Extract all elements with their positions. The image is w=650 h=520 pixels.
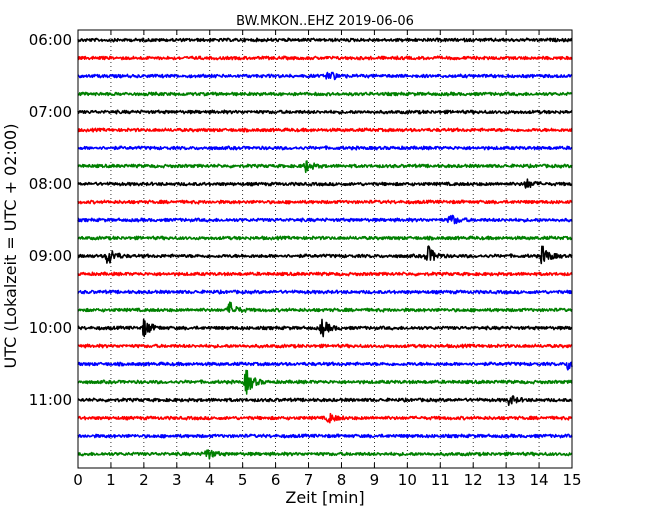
x-tick-label: 2 bbox=[139, 471, 149, 489]
trace-1145 bbox=[77, 449, 573, 460]
trace-0630 bbox=[77, 71, 573, 81]
x-tick-label: 10 bbox=[398, 471, 417, 489]
x-tick-label: 6 bbox=[271, 471, 281, 489]
trace-0945 bbox=[77, 301, 573, 314]
x-tick-label: 8 bbox=[337, 471, 347, 489]
x-tick-label: 7 bbox=[304, 471, 314, 489]
y-tick-label: 08:00 bbox=[29, 175, 72, 193]
x-tick-labels: 0 1 2 3 4 5 6 7 8 9 10 11 12 13 14 15 bbox=[73, 471, 581, 489]
plot-frame bbox=[77, 29, 573, 469]
trace-0900 bbox=[77, 245, 573, 265]
y-tick-label: 09:00 bbox=[29, 247, 72, 265]
trace-0930 bbox=[77, 289, 573, 295]
x-tick-label: 0 bbox=[73, 471, 83, 489]
y-tick-label: 10:00 bbox=[29, 319, 72, 337]
seismic-traces bbox=[77, 37, 573, 460]
trace-0700 bbox=[77, 109, 573, 115]
x-tick-label: 9 bbox=[370, 471, 380, 489]
x-tick-label: 3 bbox=[172, 471, 182, 489]
trace-0800 bbox=[77, 178, 573, 189]
x-tick-label: 14 bbox=[530, 471, 549, 489]
y-tick-label: 11:00 bbox=[29, 391, 72, 409]
x-tick-label: 4 bbox=[205, 471, 215, 489]
trace-1000 bbox=[77, 318, 573, 338]
y-tick-labels: 06:00 07:00 08:00 09:00 10:00 11:00 bbox=[29, 31, 72, 409]
trace-1115 bbox=[77, 412, 573, 424]
trace-1015 bbox=[77, 343, 573, 349]
y-tick-label: 06:00 bbox=[29, 31, 72, 49]
x-tick-label: 13 bbox=[497, 471, 516, 489]
trace-0830 bbox=[77, 214, 573, 225]
trace-1130 bbox=[77, 433, 573, 439]
trace-0615 bbox=[77, 55, 573, 61]
trace-0730 bbox=[77, 145, 573, 151]
trace-1030 bbox=[77, 361, 573, 371]
trace-0715 bbox=[77, 127, 573, 133]
y-tick-label: 07:00 bbox=[29, 103, 72, 121]
chart-title: BW.MKON..EHZ 2019-06-06 bbox=[236, 14, 414, 29]
x-axis-label: Zeit [min] bbox=[285, 488, 364, 507]
trace-1045 bbox=[77, 369, 573, 395]
axis-ticks bbox=[77, 30, 573, 468]
x-tick-label: 5 bbox=[238, 471, 248, 489]
trace-1100 bbox=[77, 395, 573, 406]
x-tick-label: 15 bbox=[562, 471, 581, 489]
trace-0645 bbox=[77, 91, 573, 97]
trace-0745 bbox=[77, 160, 573, 174]
x-tick-label: 12 bbox=[464, 471, 483, 489]
x-tick-label: 1 bbox=[106, 471, 116, 489]
trace-0845 bbox=[77, 235, 573, 241]
y-axis-label: UTC (Lokalzeit = UTC + 02:00) bbox=[1, 124, 20, 369]
trace-0915 bbox=[77, 271, 573, 277]
trace-0815 bbox=[77, 199, 573, 205]
trace-0600 bbox=[77, 37, 573, 43]
x-tick-label: 11 bbox=[431, 471, 450, 489]
